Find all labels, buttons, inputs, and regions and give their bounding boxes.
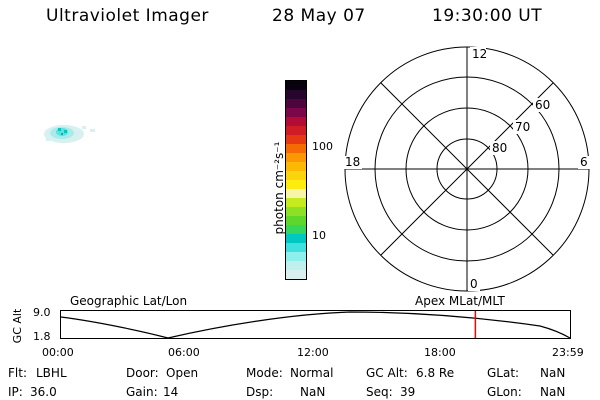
polar-grid: 12 18 6 0 60 70 80 <box>344 46 592 292</box>
colorbar-swatch <box>286 90 306 99</box>
colorbar-swatch <box>286 180 306 189</box>
timeline-x-tick-2359: 23:59 <box>552 346 584 359</box>
mlt-label-0: 0 <box>470 277 478 291</box>
door-label: Door: <box>126 366 159 380</box>
gain-value: 14 <box>163 385 179 399</box>
dsp-value: NaN <box>300 385 326 399</box>
colorbar <box>285 80 307 280</box>
colorbar-swatch <box>286 81 306 90</box>
timeline-y-label: GC Alt <box>11 308 24 344</box>
colorbar-swatch <box>286 171 306 180</box>
timeline-y-tick-min: 1.8 <box>33 330 51 343</box>
door-value: Open <box>166 366 199 380</box>
timeline-x-tick-1800: 18:00 <box>424 346 456 359</box>
colorbar-swatch <box>286 252 306 261</box>
lat-label-80: 80 <box>492 141 507 155</box>
flt-label: Flt: <box>8 366 27 380</box>
ip-value: 36.0 <box>30 385 57 399</box>
colorbar-swatch <box>286 243 306 252</box>
gain-label: Gain: <box>126 385 158 399</box>
colorbar-swatch <box>286 234 306 243</box>
colorbar-swatch <box>286 189 306 198</box>
mlt-label-12: 12 <box>472 47 487 61</box>
colorbar-swatch <box>286 216 306 225</box>
colorbar-swatch <box>286 207 306 216</box>
lat-label-70: 70 <box>515 120 530 134</box>
colorbar-swatch <box>286 99 306 108</box>
timeline-y-tick-max: 9.0 <box>33 306 51 319</box>
mode-value: Normal <box>290 366 334 380</box>
lat-label-60: 60 <box>535 98 550 112</box>
colorbar-swatch <box>286 153 306 162</box>
instrument-title: Ultraviolet Imager <box>46 6 209 26</box>
colorbar-swatch <box>286 225 306 234</box>
timeline-x-tick-1200: 12:00 <box>297 346 329 359</box>
glat-value: NaN <box>540 366 566 380</box>
colorbar-swatch <box>286 198 306 207</box>
time-label: 19:30:00 UT <box>432 6 543 26</box>
colorbar-swatch <box>286 135 306 144</box>
colorbar-tick-100: 100 <box>312 140 333 153</box>
aurora-image <box>44 125 95 143</box>
mlt-label-18: 18 <box>345 155 360 169</box>
timeline-x-tick-0000: 00:00 <box>42 346 74 359</box>
glon-value: NaN <box>540 385 566 399</box>
colorbar-tick-10: 10 <box>312 229 326 242</box>
glon-label: GLon: <box>487 385 522 399</box>
mode-label: Mode: <box>246 366 283 380</box>
timeline-x-tick-0600: 06:00 <box>168 346 200 359</box>
glat-label: GLat: <box>487 366 520 380</box>
flt-value: LBHL <box>36 366 67 380</box>
timeline-right-title: Apex MLat/MLT <box>415 294 505 308</box>
colorbar-swatch <box>286 117 306 126</box>
colorbar-swatch <box>286 126 306 135</box>
mlt-label-6: 6 <box>580 155 588 169</box>
colorbar-swatch <box>286 270 306 279</box>
gc-alt-value: 6.8 Re <box>416 366 455 380</box>
timeline-left-title: Geographic Lat/Lon <box>70 294 188 308</box>
seq-label: Seq: <box>366 385 393 399</box>
gc-alt-label: GC Alt: <box>366 366 408 380</box>
ip-label: IP: <box>8 385 23 399</box>
colorbar-unit-label: photon cm⁻²s⁻¹ <box>272 141 286 235</box>
colorbar-swatch <box>286 144 306 153</box>
dsp-label: Dsp: <box>246 385 274 399</box>
seq-value: 39 <box>400 385 416 399</box>
colorbar-swatch <box>286 108 306 117</box>
colorbar-swatch <box>286 162 306 171</box>
date-label: 28 May 07 <box>272 6 366 26</box>
colorbar-swatch <box>286 261 306 270</box>
altitude-curve <box>60 311 571 339</box>
timeline-plot <box>60 310 571 339</box>
